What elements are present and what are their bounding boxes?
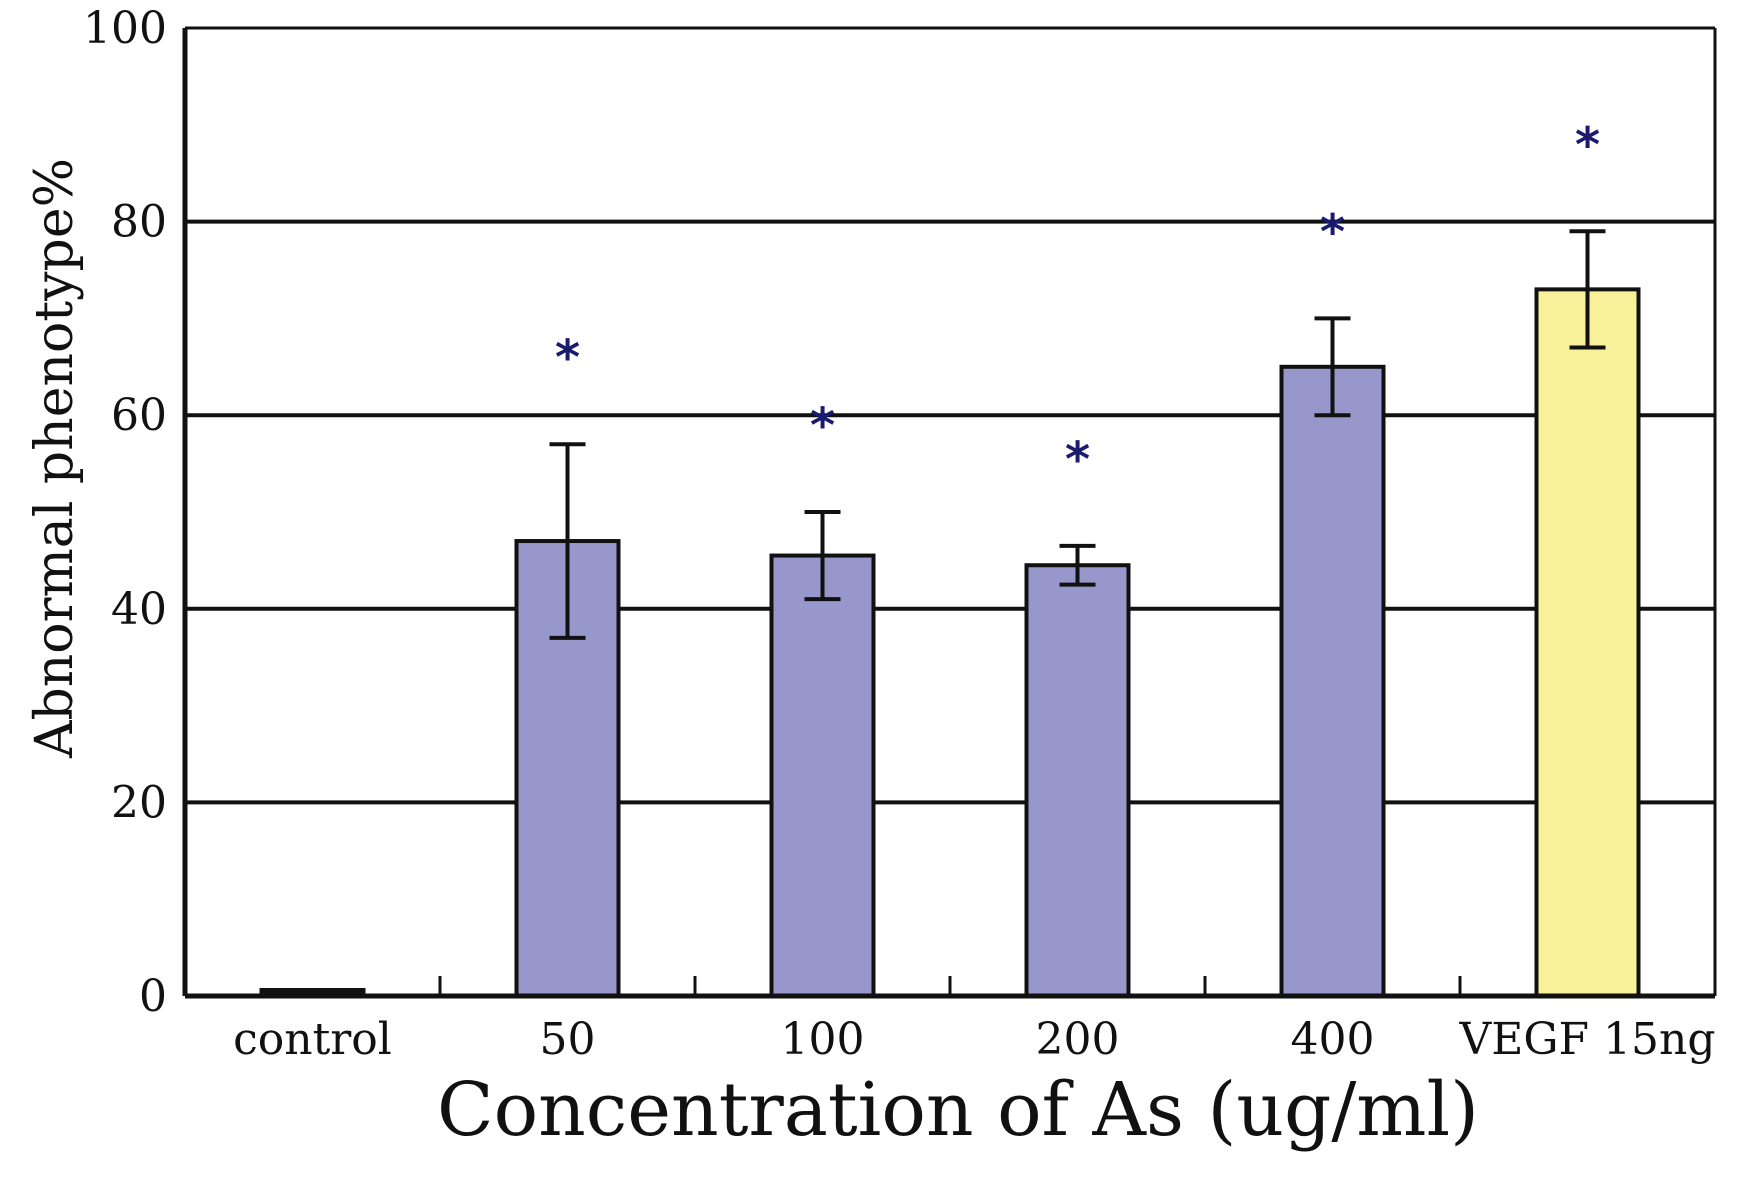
- gridlines: [185, 219, 1715, 805]
- x-tick-labels: control 50 100 200 400 VEGF 15ng: [233, 1014, 1715, 1065]
- x-tick-label: VEGF 15ng: [1458, 1014, 1715, 1065]
- y-tick-label: 60: [111, 390, 167, 441]
- significance-mark: *: [810, 398, 835, 454]
- bar: [1279, 364, 1386, 998]
- significance-mark: *: [555, 330, 580, 386]
- y-tick-labels: 0 20 40 60 80 100: [83, 3, 167, 1022]
- x-tick-label: 200: [1036, 1014, 1120, 1065]
- x-tick-label: 400: [1291, 1014, 1375, 1065]
- axes: [182, 26, 1717, 999]
- significance-mark: *: [1575, 117, 1600, 173]
- y-tick-label: 80: [111, 197, 167, 248]
- bar: [769, 553, 876, 998]
- x-tick-label: 100: [781, 1014, 865, 1065]
- x-tick-label: 50: [540, 1014, 596, 1065]
- y-tick-label: 20: [111, 777, 167, 828]
- error-bars: [549, 229, 1606, 640]
- x-tick-label: control: [233, 1014, 392, 1065]
- significance-mark: *: [1065, 432, 1090, 488]
- bar: [1534, 287, 1641, 998]
- y-axis-title: Abnormal phenotype%: [25, 158, 85, 759]
- plot-area: [185, 28, 1715, 996]
- significance-marks: * * * * *: [555, 117, 1600, 488]
- bar: [1024, 563, 1131, 998]
- y-tick-label: 100: [83, 3, 167, 54]
- y-tick-label: 40: [111, 584, 167, 635]
- x-axis-title: Concentration of As (ug/ml): [437, 1067, 1479, 1153]
- significance-mark: *: [1320, 204, 1345, 260]
- y-tick-label: 0: [139, 971, 167, 1022]
